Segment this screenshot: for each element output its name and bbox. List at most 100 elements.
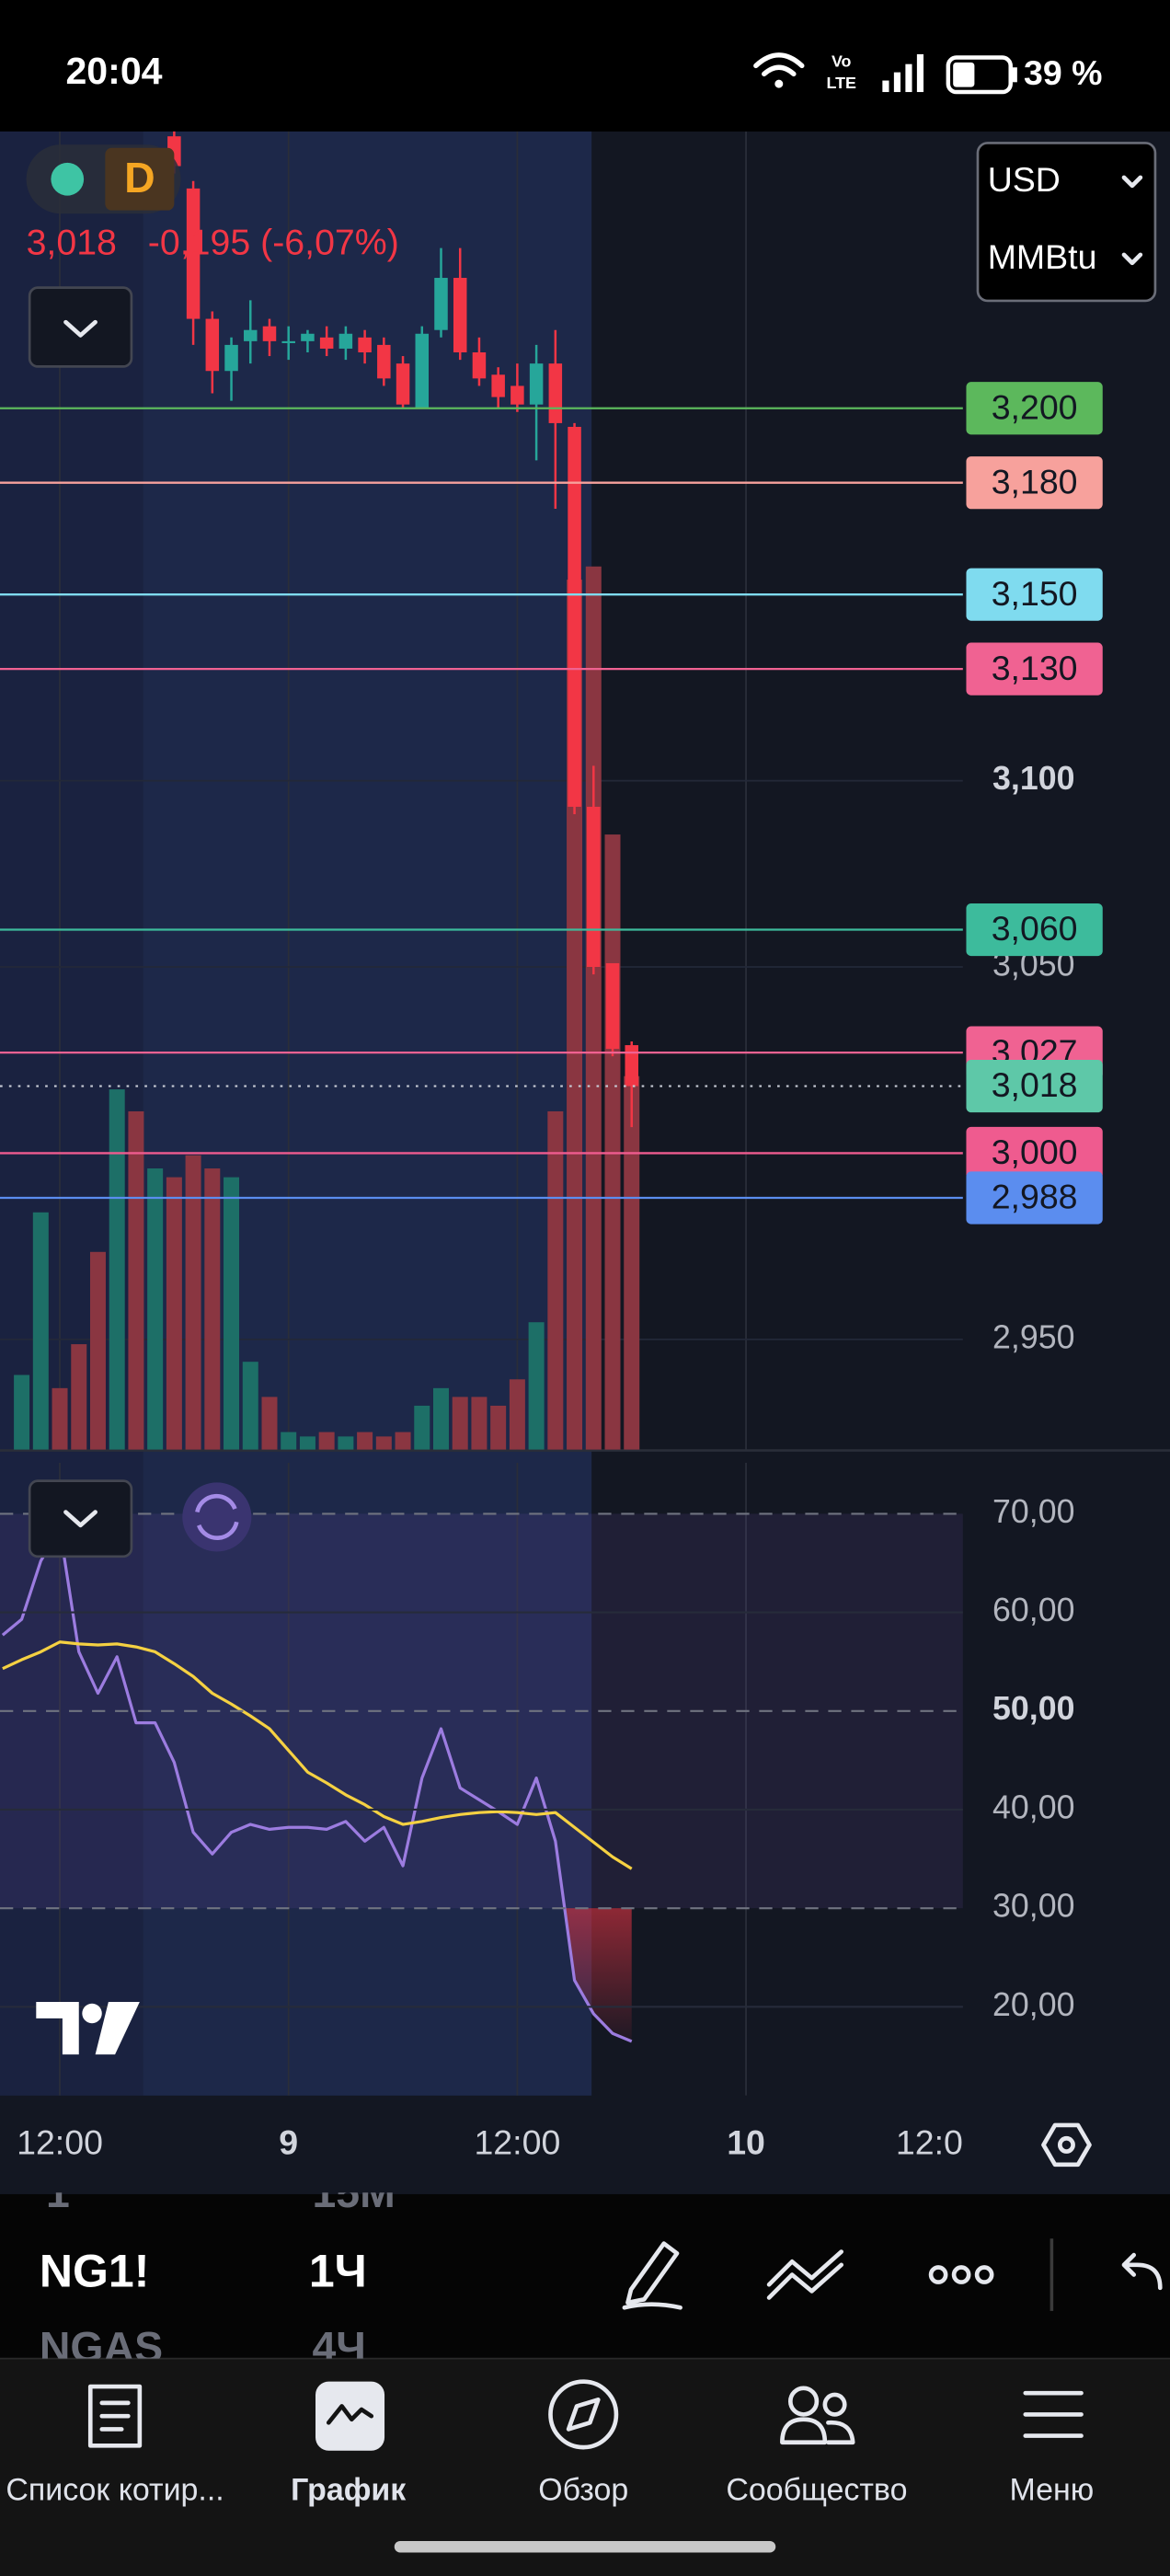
y-tick-label: 20,00: [992, 1986, 1074, 2023]
price-level-label: 3,150: [992, 574, 1078, 613]
battery-level: 39 %: [1024, 53, 1102, 92]
price-level-badge: [966, 382, 1103, 435]
volume-bar: [395, 1432, 411, 1450]
axes: 12:00 9 12:00 10 12:03,1003,0502,9503,2003,1…: [0, 382, 1103, 2161]
volume-bar: [128, 1110, 144, 1450]
volume-bar: [89, 1251, 106, 1450]
settings-icon: [1057, 2135, 1075, 2154]
candle-body: [472, 352, 487, 379]
volume-bar: [185, 1155, 201, 1450]
nav-item[interactable]: Меню: [1010, 2390, 1095, 2507]
y-tick-label: 30,00: [992, 1888, 1074, 1925]
unit-select[interactable]: MMBtu: [988, 237, 1097, 276]
candle-body: [415, 333, 430, 408]
candle-body: [510, 385, 524, 405]
candle-body: [338, 333, 353, 349]
x-tick-label: 10: [727, 2122, 765, 2161]
y-tick-label: 70,00: [992, 1493, 1074, 1530]
symbol-option[interactable]: NGAS: [40, 2323, 163, 2371]
candle-body: [377, 344, 391, 379]
symbol-option[interactable]: 1: [46, 2168, 70, 2216]
volume-bar: [14, 1374, 30, 1450]
nav-item[interactable]: Сообщество: [726, 2386, 907, 2508]
collapse-button[interactable]: [28, 1479, 133, 1558]
volume-bar: [261, 1397, 278, 1450]
candle-body: [358, 337, 372, 353]
y-tick-label: 50,00: [992, 1690, 1074, 1727]
collapse-button[interactable]: [28, 286, 133, 368]
last-price-label: 3,018: [992, 1065, 1078, 1104]
settings-icon[interactable]: [1041, 2122, 1092, 2168]
volume-bar: [109, 1089, 125, 1450]
volume-bar: [528, 1322, 545, 1450]
candle-body: [319, 337, 334, 349]
toolbar-bg: [0, 2193, 1170, 2359]
last-price-badge: [966, 1059, 1103, 1113]
volume-bar: [318, 1432, 335, 1450]
rsi-band: [0, 1513, 963, 1909]
candle-body: [548, 363, 563, 423]
volume-bar: [147, 1168, 164, 1450]
volume-bar: [242, 1362, 258, 1450]
volume-bar: [414, 1405, 430, 1450]
drawing-tool-icon[interactable]: [622, 2241, 682, 2310]
volte-label: Vo: [832, 52, 852, 71]
signal-icon: [882, 53, 924, 93]
nav-item[interactable]: График: [291, 2381, 406, 2508]
volume-bar: [32, 1212, 49, 1450]
price-level-badge: [966, 1126, 1103, 1180]
market-status-dot: [51, 162, 85, 196]
volume-bar: [490, 1405, 507, 1450]
candle-body: [224, 344, 238, 372]
status-bar-bg: [0, 0, 1170, 132]
price-level-label: 2,988: [992, 1178, 1078, 1216]
chevron-icon: [1121, 252, 1143, 266]
volume-bar: [547, 1110, 564, 1450]
candle-body: [491, 374, 505, 397]
interval-option[interactable]: 4Ч: [312, 2323, 365, 2371]
more-icon[interactable]: [928, 2265, 994, 2284]
interval-option[interactable]: 15М: [312, 2168, 395, 2216]
price-level-label: 3,130: [992, 649, 1078, 687]
y-tick-label: 60,00: [992, 1592, 1074, 1628]
nav-label: График: [291, 2472, 406, 2507]
interval-picker[interactable]: 1Ч: [309, 2246, 367, 2297]
chevron-icon: [63, 319, 98, 338]
nav-label: Сообщество: [726, 2472, 907, 2507]
rsi-pane: [0, 1462, 963, 2096]
price-level-badge: [966, 568, 1103, 621]
x-tick-label: 9: [279, 2122, 298, 2161]
y-tick-label: 2,950: [992, 1318, 1074, 1355]
price-level-label: 3,060: [992, 909, 1078, 948]
undo-icon[interactable]: [1121, 2252, 1163, 2291]
price-level-badge: [966, 456, 1103, 510]
nav-item[interactable]: Обзор: [538, 2379, 628, 2508]
candle-body: [568, 426, 581, 807]
price-level-badge: [966, 642, 1103, 696]
indicator-line: [2, 1640, 633, 1870]
candle-body: [587, 806, 601, 968]
symbol-picker[interactable]: NG1!: [40, 2246, 150, 2297]
nav-item[interactable]: Список котир...: [6, 2384, 224, 2507]
volume-bar: [281, 1432, 297, 1450]
price-level-label: 3,200: [992, 387, 1078, 426]
candle-body: [625, 1045, 638, 1087]
volume-bar: [52, 1387, 68, 1450]
chevron-icon: [1121, 175, 1143, 189]
volume-bar: [604, 834, 621, 1450]
currency-select[interactable]: USD: [988, 160, 1061, 199]
unit-menu: [976, 142, 1157, 303]
trend-tool-icon[interactable]: [766, 2249, 844, 2300]
oversold-fill: [564, 1908, 632, 2041]
y-tick-label: 40,00: [992, 1788, 1074, 1825]
sync-button[interactable]: [182, 1482, 252, 1552]
candle-body: [281, 340, 295, 343]
volume-bar: [585, 566, 602, 1450]
toolbar: 1 15М NG1! 1Ч NGAS 4Ч: [40, 2168, 396, 2371]
volume-bar: [166, 1177, 182, 1450]
indicator-line: [1, 1526, 633, 2043]
x-tick-label: 12:0: [896, 2122, 963, 2161]
candle-body: [262, 326, 277, 341]
